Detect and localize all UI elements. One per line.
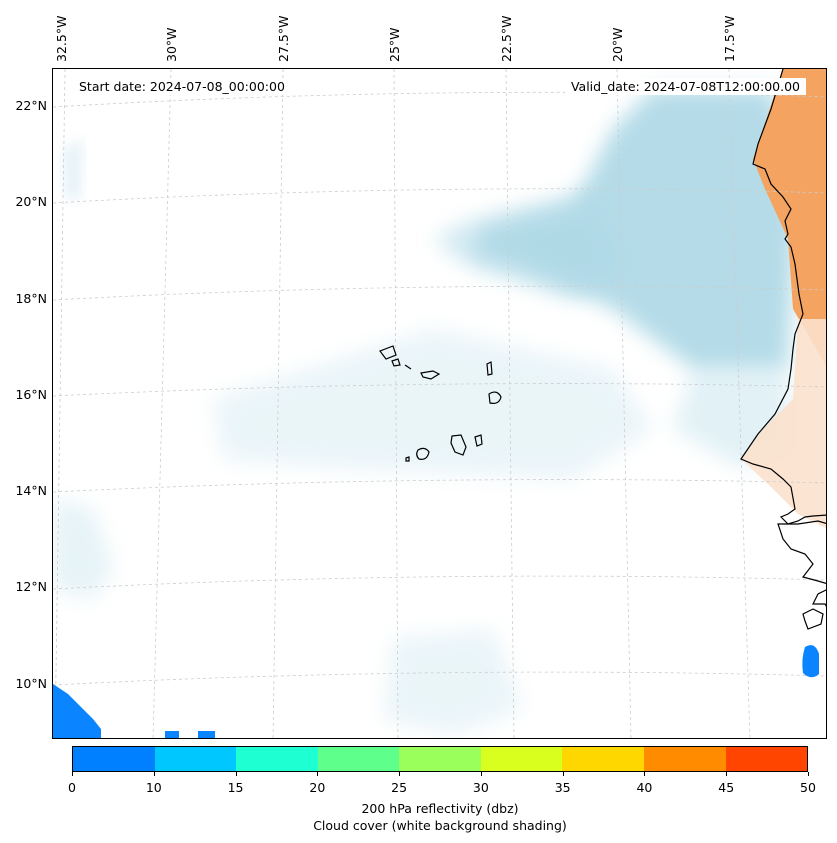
colorbar-segment [643,747,726,771]
cloud-patch-west [53,499,113,599]
lon-label-17-5w: 17.5°W [722,15,737,62]
colorbar-label-line1: 200 hPa reflectivity (dbz) [361,801,519,816]
colorbar-tick [562,772,564,776]
map-panel[interactable]: Start date: 2024-07-08_00:00:00 Valid_da… [52,68,827,739]
reflectivity-patch-coast [802,645,819,678]
lon-label-30w: 30°W [164,27,179,62]
colorbar-tick [808,772,809,776]
graticule [53,69,826,738]
island-sao-nicolau [486,361,493,376]
colorbar-tick-label: 10 [145,780,162,795]
colorbar-segment [562,747,644,771]
island-santa-luzia [420,370,441,380]
colorbar-segment [399,747,481,771]
cloud-patch-south [383,629,523,734]
lon-label-20w: 20°W [610,27,625,62]
cloud-band-main [473,89,798,369]
lon-label-27-5w: 27.5°W [276,15,291,62]
lat-label-14n: 14°N [15,483,47,498]
colorbar-tick [480,772,482,776]
lon-label-25w: 25°W [387,27,402,62]
guinea-coastline [802,589,826,630]
island-small-1 [404,364,412,370]
colorbar [72,746,808,772]
reflectivity-layer [53,645,819,738]
colorbar-tick [399,772,401,776]
lon-label-32-5w: 32.5°W [54,15,69,62]
colorbar-tick-label: 25 [391,780,408,795]
colorbar-tick [72,772,73,776]
island-sal [379,345,397,360]
reflectivity-patch-small-2 [198,731,215,738]
africa-coastline [740,69,826,525]
cloud-band-west-extension [433,189,633,299]
island-santiago [450,434,467,456]
island-brava [405,456,410,462]
colorbar-segment [317,747,400,771]
colorbar-tick-label: 45 [718,780,735,795]
colorbar-tick [726,772,728,776]
island-fogo [416,447,430,460]
colorbar-tick-label: 15 [227,780,244,795]
lon-label-22-5w: 22.5°W [499,15,514,62]
coastline-layer [379,69,826,630]
valid-date-label: Valid_date: 2024-07-08T12:00:00.00 [564,78,806,95]
cloud-cover-layer [53,89,798,734]
colorbar-segment [154,747,237,771]
lat-label-16n: 16°N [15,387,47,402]
lat-label-12n: 12°N [15,579,47,594]
island-sal-east [488,391,502,404]
colorbar-segment [236,747,318,771]
reflectivity-patch-small-1 [165,731,179,738]
lat-label-20n: 20°N [15,194,47,209]
colorbar-tick [153,772,155,776]
colorbar-tick [644,772,646,776]
start-date-label: Start date: 2024-07-08_00:00:00 [73,78,291,95]
colorbar-tick-label: 50 [800,780,816,795]
dust-shading-north [753,69,826,366]
colorbar-label-line2: Cloud cover (white background shading) [313,818,567,833]
island-maio [474,434,483,447]
lat-label-22n: 22°N [15,98,47,113]
colorbar-segment [73,747,155,771]
reflectivity-patch-southwest [53,684,101,738]
guinea-bissau-coastline [777,520,826,585]
colorbar-tick [317,772,319,776]
colorbar-segment [480,747,563,771]
colorbar-segment [725,747,808,771]
cloud-patch-northwest [63,139,83,199]
colorbar-tick-label: 40 [636,780,653,795]
land-shading-layer [741,69,826,528]
colorbar-tick-label: 35 [554,780,571,795]
colorbar-tick-label: 0 [68,780,76,795]
colorbar-tick [235,772,237,776]
colorbar-tick-label: 30 [472,780,489,795]
lat-label-18n: 18°N [15,291,47,306]
map-canvas [53,69,826,738]
dust-shading-south-light [741,319,826,528]
island-boa-vista [391,358,401,367]
colorbar-tick-label: 20 [309,780,326,795]
lat-label-10n: 10°N [15,676,47,691]
cloud-patch-central [213,329,653,479]
